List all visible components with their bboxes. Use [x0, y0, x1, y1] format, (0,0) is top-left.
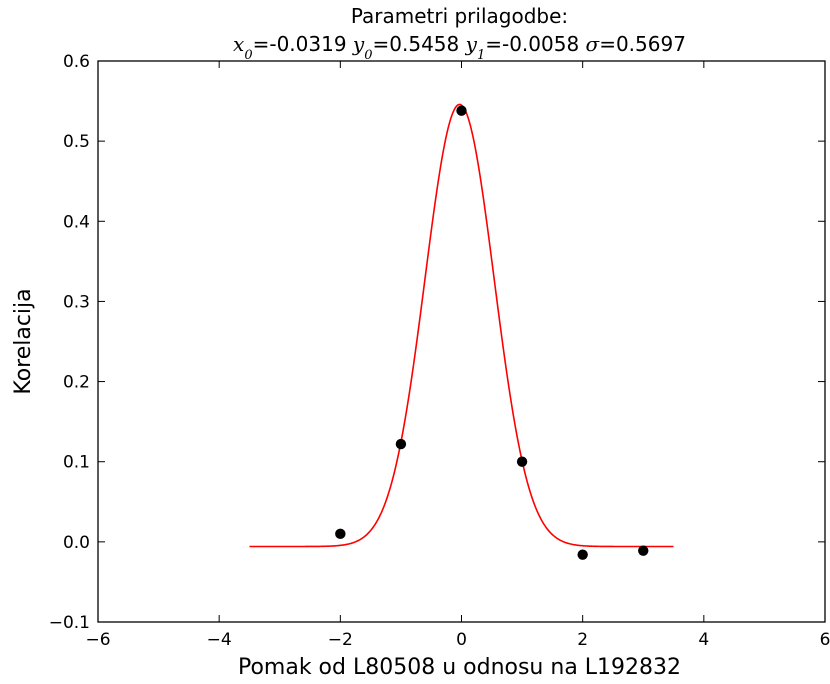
x-tick-label: 0 [456, 630, 467, 650]
subtitle-symbol: x [233, 32, 244, 56]
subtitle-subscript: 0 [244, 48, 252, 63]
ticks-layer: −6 −4 −2 0 2 4 6 −0.1 0.0 0.1 0.2 0.3 0.4 0.5 0.6 [49, 52, 830, 650]
fit-curve [249, 103, 674, 548]
subtitle-subscript: 1 [477, 48, 485, 63]
subtitle-value: =0.5458 [373, 32, 466, 56]
data-point [395, 438, 407, 450]
y-tick-label: 0.5 [63, 132, 90, 152]
y-tick-label: 0.2 [63, 373, 90, 393]
x-tick-label: 6 [820, 630, 830, 650]
subtitle-value: =-0.0058 [485, 32, 585, 56]
x-tick-label: 2 [577, 630, 588, 650]
y-tick-label: 0.0 [63, 533, 90, 553]
data-point [516, 456, 528, 467]
chart-subtitle: x0=-0.0319 y0=0.5458 y1=-0.0058 σ=0.5697 [233, 32, 686, 63]
subtitle-subscript: 0 [364, 48, 372, 63]
data-point [577, 549, 588, 560]
y-tick-label: −0.1 [49, 613, 90, 633]
fit-curve-layer [249, 103, 674, 548]
y-tick-label: 0.4 [63, 212, 90, 232]
x-axis-label: Pomak od L80508 u odnosu na L192832 [238, 655, 681, 680]
x-tick-label: −6 [85, 630, 110, 650]
subtitle-value: =-0.0319 [253, 32, 353, 56]
data-point [456, 105, 467, 116]
x-tick-label: 4 [698, 630, 709, 650]
data-points-layer [335, 105, 649, 560]
subtitle-value: =0.5697 [599, 32, 686, 56]
data-point [638, 545, 649, 556]
y-tick-label: 0.6 [63, 52, 90, 72]
subtitle-symbol: y [352, 32, 365, 56]
x-tick-label: −2 [328, 630, 353, 650]
chart-title: Parametri prilagodbe: [351, 4, 568, 28]
y-axis-label: Korelacija [11, 288, 36, 394]
subtitle-symbol: y [465, 32, 478, 56]
subtitle-symbol: σ [586, 32, 601, 56]
x-tick-label: −4 [207, 630, 232, 650]
plot-frame [97, 60, 826, 623]
y-tick-label: 0.3 [63, 292, 90, 312]
y-tick-label: 0.1 [63, 453, 90, 473]
data-point [335, 528, 346, 540]
